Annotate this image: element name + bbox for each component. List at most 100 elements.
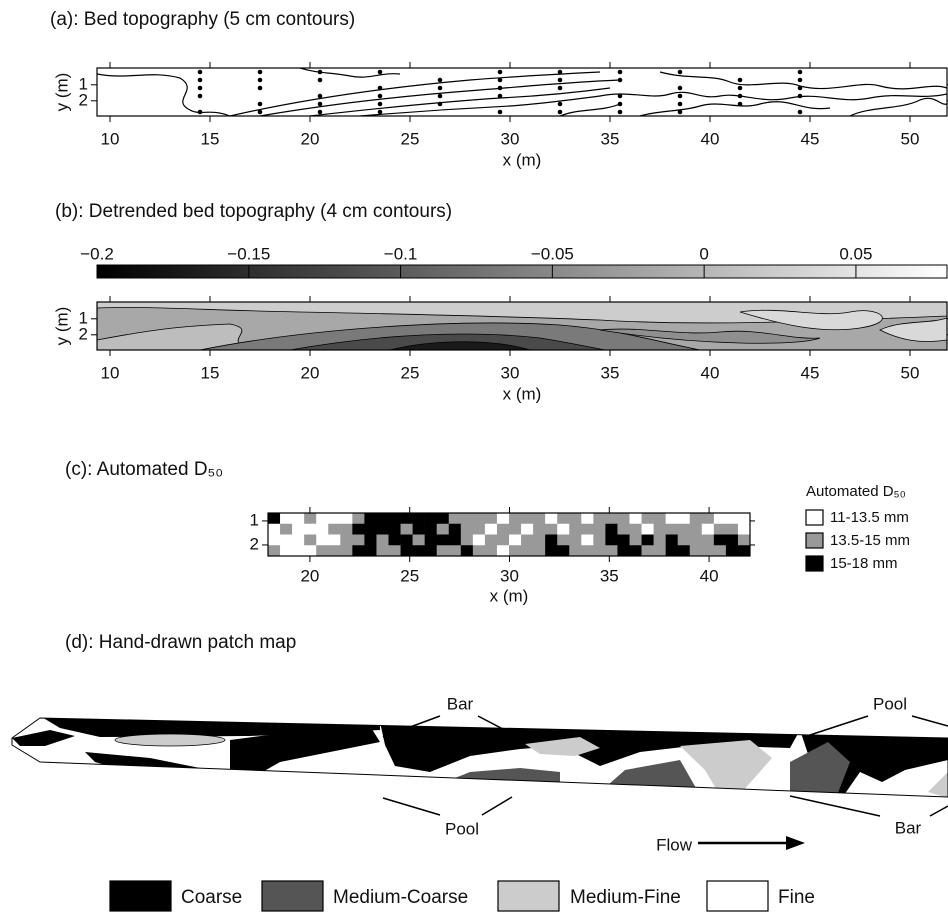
raster-cell: [702, 513, 714, 524]
raster-cell: [581, 513, 593, 524]
colorbar: [97, 265, 947, 278]
x-tick-label: 10: [101, 129, 120, 148]
raster-cell: [642, 513, 654, 524]
raster-cell: [473, 545, 485, 556]
sample-dot: [618, 70, 623, 75]
x-tick-label: 10: [101, 363, 120, 382]
raster-cell: [690, 535, 702, 546]
raster-cell: [690, 513, 702, 524]
raster-cell: [364, 545, 376, 556]
raster-cell: [678, 545, 690, 556]
raster-cell: [497, 535, 509, 546]
raster-cell: [449, 524, 461, 535]
raster-cell: [702, 535, 714, 546]
raster-cell: [521, 545, 533, 556]
legend-swatch: [806, 510, 823, 525]
sample-dot: [678, 102, 683, 107]
raster-cell: [473, 513, 485, 524]
raster-cell: [714, 524, 726, 535]
raster-cell: [449, 545, 461, 556]
sample-dot: [258, 110, 263, 115]
raster-cell: [352, 524, 364, 535]
sample-dot: [558, 70, 563, 75]
raster-cell: [617, 524, 629, 535]
raster-cell: [654, 535, 666, 546]
sample-dot: [318, 94, 323, 99]
raster-cell: [304, 535, 316, 546]
raster-cell: [666, 513, 678, 524]
sample-dot: [798, 110, 803, 115]
sample-dot: [318, 78, 323, 83]
raster-cell: [376, 524, 388, 535]
raster-cell: [569, 535, 581, 546]
sample-dot: [378, 110, 383, 115]
raster-cell: [569, 545, 581, 556]
raster-cell: [678, 513, 690, 524]
raster-cell: [521, 513, 533, 524]
raster-cell: [605, 535, 617, 546]
sample-dot: [678, 94, 683, 99]
raster-cell: [533, 513, 545, 524]
sample-dot: [318, 102, 323, 107]
annotation: Bar: [895, 818, 922, 837]
sample-dot: [618, 110, 623, 115]
annotation: Pool: [445, 819, 479, 838]
raster-cell: [666, 545, 678, 556]
x-tick-label: 30: [501, 129, 520, 148]
raster-cell: [509, 524, 521, 535]
x-axis-label: x (m): [490, 586, 529, 605]
raster-cell: [389, 513, 401, 524]
x-tick-label: 15: [201, 129, 220, 148]
raster-cell: [280, 513, 292, 524]
raster-cell: [485, 545, 497, 556]
raster-cell: [304, 524, 316, 535]
x-tick-label: 15: [201, 363, 220, 382]
raster-cell: [738, 513, 750, 524]
raster-cell: [413, 513, 425, 524]
x-tick-label: 40: [701, 129, 720, 148]
raster-cell: [437, 513, 449, 524]
raster-cell: [461, 513, 473, 524]
raster-cell: [726, 535, 738, 546]
sample-dot: [798, 78, 803, 83]
filled-contours: [97, 302, 947, 350]
legend-swatch: [110, 881, 171, 911]
sample-dot: [258, 78, 263, 83]
raster-cell: [485, 535, 497, 546]
raster-cell: [401, 524, 413, 535]
x-tick-label: 50: [901, 363, 920, 382]
sample-dot: [318, 110, 323, 115]
raster-cell: [437, 524, 449, 535]
legend-swatch: [806, 533, 823, 548]
flow-arrow-head: [786, 836, 805, 850]
raster-cell: [509, 535, 521, 546]
sample-dot: [378, 70, 383, 75]
raster-cell: [617, 535, 629, 546]
raster-cell: [557, 513, 569, 524]
sample-dot: [738, 86, 743, 91]
raster-cell: [605, 524, 617, 535]
y-tick-label: 2: [79, 90, 88, 109]
raster-cell: [485, 524, 497, 535]
panel-title: (c): Automated D₅₀: [65, 459, 223, 480]
y-tick-label: 2: [79, 324, 88, 343]
y-axis-label: y (m): [52, 307, 71, 346]
sample-dot: [738, 78, 743, 83]
x-axis-label: x (m): [503, 384, 542, 403]
raster-cell: [690, 524, 702, 535]
x-tick-label: 45: [801, 129, 820, 148]
sample-dot: [438, 86, 443, 91]
sample-dot: [198, 78, 203, 83]
sample-dot: [378, 94, 383, 99]
sample-dot: [678, 110, 683, 115]
raster-cell: [364, 524, 376, 535]
raster-cell: [630, 513, 642, 524]
raster-cell: [714, 535, 726, 546]
raster-cell: [304, 513, 316, 524]
raster-cell: [605, 513, 617, 524]
raster-cell: [425, 513, 437, 524]
x-axis-label: x (m): [503, 150, 542, 169]
x-tick-label: 25: [401, 129, 420, 148]
raster-cell: [738, 524, 750, 535]
raster-cell: [533, 535, 545, 546]
